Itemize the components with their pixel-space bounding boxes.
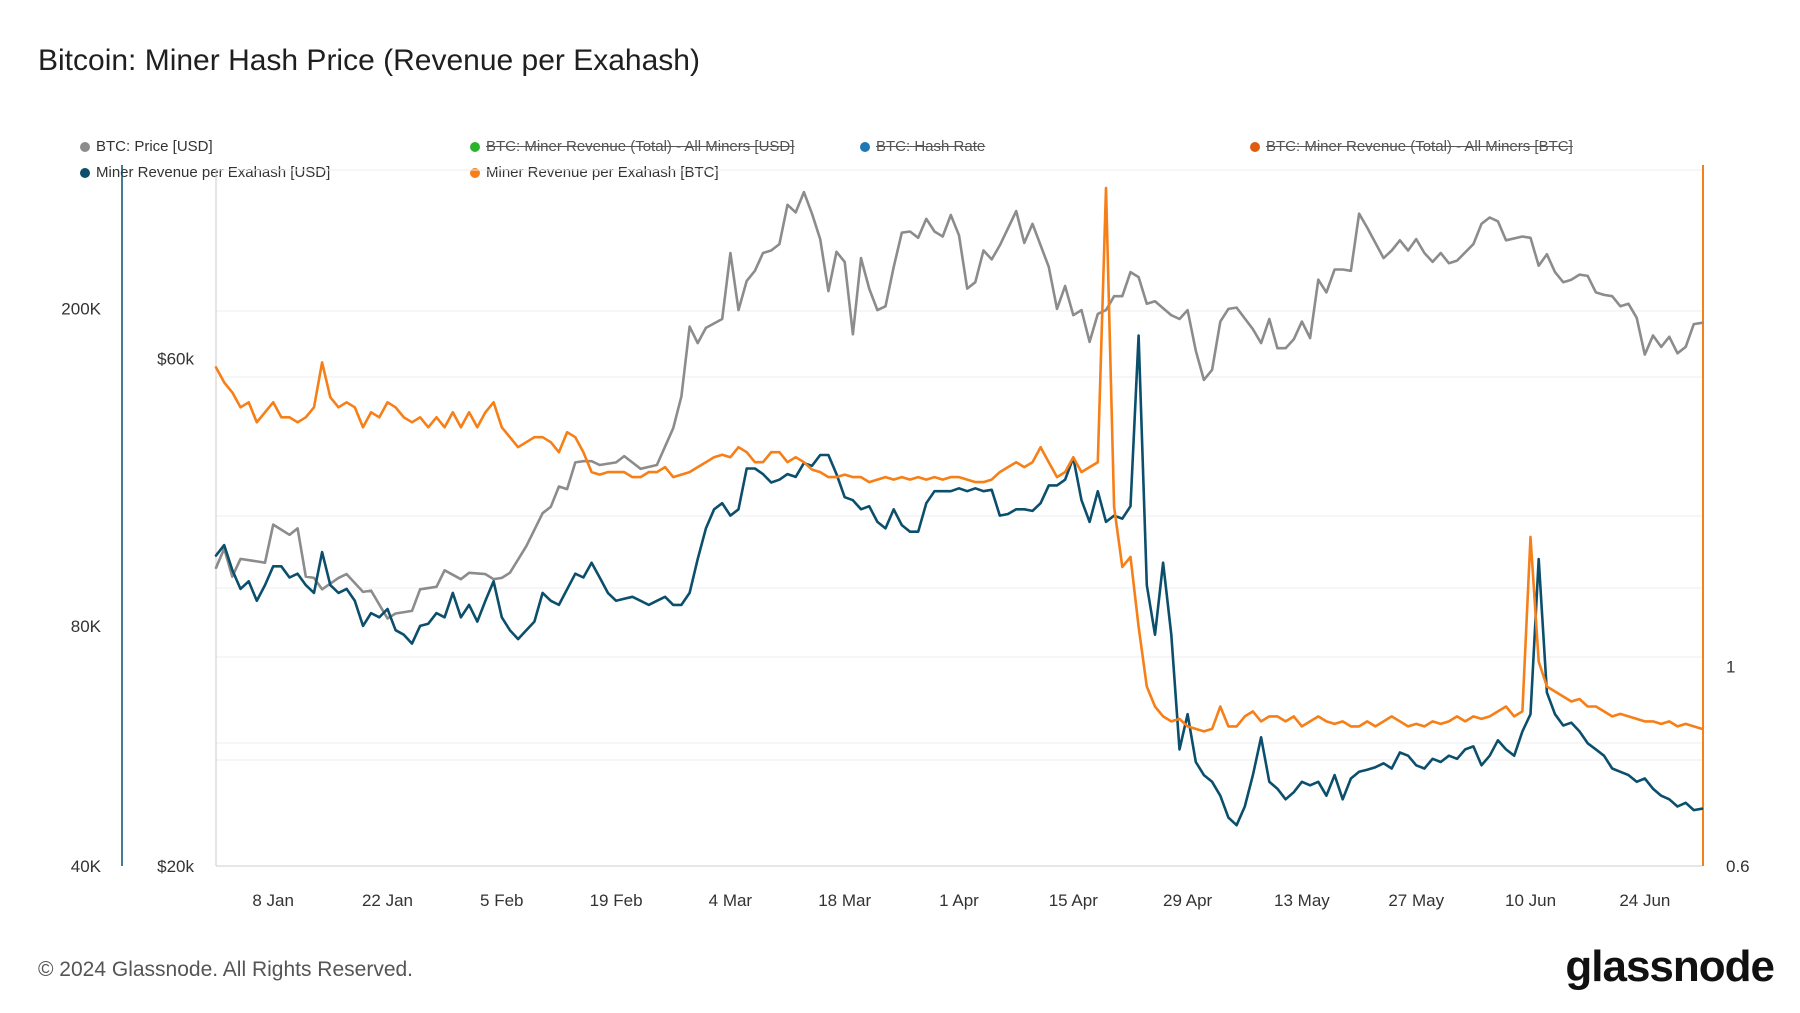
left-axis-tick-label: 40K bbox=[71, 857, 102, 876]
chart-area: 8 Jan 22 Jan 5 Feb 19 Feb 4 Mar 18 Mar 1 Apr 15… bbox=[61, 165, 1750, 910]
right-axis-tick-label: 0.6 bbox=[1726, 857, 1750, 876]
legend-label: Miner Revenue per Exahash [BTC] bbox=[486, 164, 719, 181]
copyright-footer: © 2024 Glassnode. All Rights Reserved. bbox=[38, 958, 414, 981]
legend-dot-icon bbox=[470, 167, 480, 178]
legend-label: BTC: Hash Rate bbox=[876, 138, 986, 155]
x-tick-label: 13 May bbox=[1274, 891, 1330, 910]
x-tick-label: 10 Jun bbox=[1505, 891, 1556, 910]
right-axis-tick-label: 1 bbox=[1726, 658, 1735, 677]
x-tick-label: 22 Jan bbox=[362, 891, 413, 910]
x-tick-label: 4 Mar bbox=[709, 891, 753, 910]
legend-dot-icon bbox=[80, 167, 90, 178]
x-tick-label: 24 Jun bbox=[1619, 891, 1670, 910]
x-tick-label: 8 Jan bbox=[252, 891, 294, 910]
legend-dot-icon bbox=[80, 141, 90, 152]
legend-item[interactable]: BTC: Price [USD] bbox=[80, 138, 213, 155]
x-tick-label: 1 Apr bbox=[939, 891, 979, 910]
legend: BTC: Price [USD] BTC: Miner Revenue (Tota… bbox=[80, 138, 1640, 188]
legend-item[interactable]: BTC: Miner Revenue (Total) - All Miners … bbox=[470, 138, 794, 155]
series-line bbox=[214, 186, 1704, 733]
left-axis-tick-label: 80K bbox=[71, 617, 102, 636]
series-line bbox=[214, 334, 1704, 827]
legend-dot-icon bbox=[470, 141, 480, 152]
x-tick-label: 27 May bbox=[1388, 891, 1444, 910]
legend-item[interactable]: BTC: Miner Revenue (Total) - All Miners … bbox=[1250, 138, 1573, 155]
x-tick-label: 5 Feb bbox=[480, 891, 523, 910]
legend-item[interactable]: Miner Revenue per Exahash [BTC] bbox=[470, 164, 719, 181]
legend-label: BTC: Miner Revenue (Total) - All Miners … bbox=[486, 138, 795, 155]
x-tick-label: 19 Feb bbox=[590, 891, 643, 910]
series-lines bbox=[214, 186, 1704, 827]
legend-dot-icon bbox=[860, 141, 870, 152]
price-axis-tick-label: $20k bbox=[157, 857, 194, 876]
legend-item[interactable]: BTC: Hash Rate bbox=[860, 138, 985, 155]
brand-logo: glassnode bbox=[1565, 942, 1775, 991]
legend-label: Miner Revenue per Exahash [USD] bbox=[96, 164, 331, 181]
grid bbox=[216, 169, 1702, 761]
legend-label: BTC: Miner Revenue (Total) - All Miners … bbox=[1266, 138, 1573, 155]
series-line bbox=[214, 190, 1704, 620]
legend-dot-icon bbox=[1250, 141, 1260, 152]
axes: 8 Jan 22 Jan 5 Feb 19 Feb 4 Mar 18 Mar 1 Apr 15… bbox=[61, 165, 1750, 910]
legend-item[interactable]: Miner Revenue per Exahash [USD] bbox=[80, 164, 330, 181]
left-axis-tick-label: 200K bbox=[61, 299, 101, 318]
x-tick-label: 15 Apr bbox=[1049, 891, 1098, 910]
x-tick-label: 29 Apr bbox=[1163, 891, 1212, 910]
legend-label: BTC: Price [USD] bbox=[96, 138, 213, 155]
price-axis-tick-label: $60k bbox=[157, 349, 194, 368]
x-tick-label: 18 Mar bbox=[818, 891, 871, 910]
chart-title: Bitcoin: Miner Hash Price (Revenue per E… bbox=[38, 44, 700, 77]
